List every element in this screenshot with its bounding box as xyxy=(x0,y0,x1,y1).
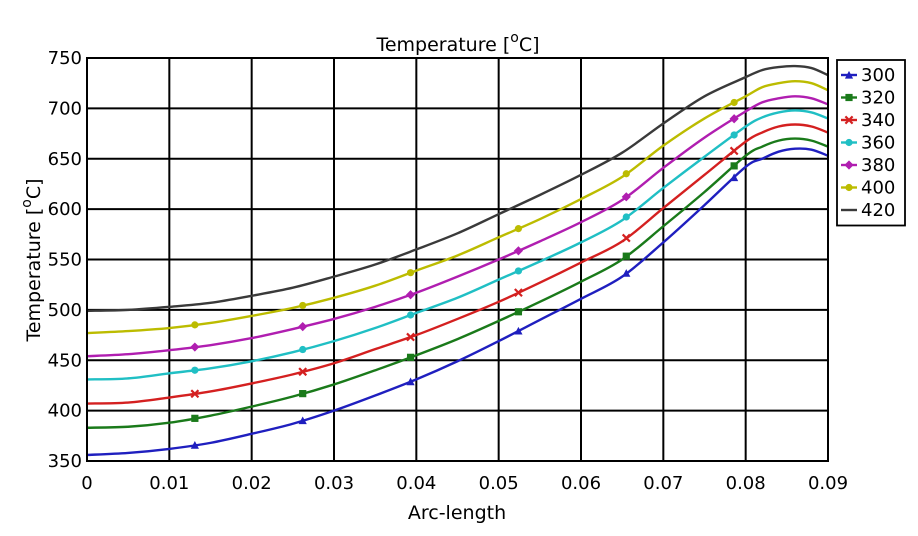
series-marker-360 xyxy=(191,366,199,374)
series-marker-320 xyxy=(299,390,307,398)
x-tick-label: 0.08 xyxy=(726,473,766,494)
series-marker-300 xyxy=(622,269,631,277)
y-tick-label: 700 xyxy=(48,98,82,119)
legend-marker-340 xyxy=(844,115,854,125)
series-line-300 xyxy=(86,147,829,457)
series-marker-380 xyxy=(405,290,416,300)
series-marker-340 xyxy=(621,233,631,243)
plot-border xyxy=(86,57,829,462)
series-line-320 xyxy=(86,137,829,429)
series-group xyxy=(86,64,829,457)
series-marker-380 xyxy=(190,342,200,352)
legend-label-300: 300 xyxy=(861,65,895,86)
series-marker-400 xyxy=(406,269,415,277)
legend-marker-360 xyxy=(845,138,853,147)
series-marker-360 xyxy=(514,267,523,275)
series-marker-300 xyxy=(406,377,415,386)
chart-title-end: C] xyxy=(519,34,540,56)
legend-marker-320 xyxy=(845,93,853,102)
series-marker-320 xyxy=(730,162,738,170)
grid xyxy=(87,58,828,461)
x-tick-label: 0.09 xyxy=(808,473,848,494)
x-tick-label: 0.04 xyxy=(396,473,436,494)
legend-marker-400 xyxy=(845,183,853,192)
y-tick-label: 600 xyxy=(48,199,82,220)
x-tick-label: 0.03 xyxy=(314,473,354,494)
legend-label-380: 380 xyxy=(861,155,895,176)
series-marker-340 xyxy=(190,389,200,399)
legend-marker-300 xyxy=(844,70,854,79)
y-axis-title: Temperature [oC] xyxy=(19,178,45,342)
series-marker-300 xyxy=(298,416,307,425)
y-tick-label: 550 xyxy=(48,250,82,271)
series-line-380 xyxy=(86,95,829,358)
legend-label-400: 400 xyxy=(861,178,895,199)
y-tick-label: 750 xyxy=(48,48,82,69)
series-marker-380 xyxy=(513,246,524,256)
series-marker-300 xyxy=(190,441,199,449)
legend-marker-380 xyxy=(844,160,854,170)
series-marker-300 xyxy=(730,173,739,182)
legend-label-360: 360 xyxy=(861,133,895,154)
x-tick-label: 0.06 xyxy=(561,473,601,494)
series-marker-380 xyxy=(621,192,631,202)
legend-label-320: 320 xyxy=(861,88,895,109)
x-tick-label: 0 xyxy=(81,473,92,494)
x-tick-label: 0.07 xyxy=(643,473,683,494)
y-tick-label: 350 xyxy=(48,451,82,472)
series-marker-360 xyxy=(730,131,738,139)
series-line-400 xyxy=(86,79,829,335)
series-marker-320 xyxy=(191,414,199,422)
series-marker-320 xyxy=(622,252,630,260)
y-tick-label: 450 xyxy=(48,350,82,371)
series-marker-380 xyxy=(298,321,308,332)
y-tick-label: 500 xyxy=(48,300,82,321)
chart-title: Temperature [oC] xyxy=(375,30,539,56)
tick-labels: 0 0.01 0.02 0.03 0.04 0.05 0.06 0.07 0.08 0.09 350… xyxy=(48,48,848,494)
series-marker-340 xyxy=(514,288,523,298)
series-marker-400 xyxy=(299,301,307,310)
series-marker-400 xyxy=(514,225,523,233)
x-tick-label: 0.05 xyxy=(479,473,519,494)
series-marker-380 xyxy=(729,114,739,124)
x-tick-label: 0.02 xyxy=(232,473,272,494)
series-marker-400 xyxy=(730,98,738,107)
legend-label-420: 420 xyxy=(861,200,895,221)
x-tick-label: 0.01 xyxy=(149,473,189,494)
series-marker-340 xyxy=(729,146,739,156)
series-marker-340 xyxy=(298,367,308,377)
y-axis-title-end: C] xyxy=(23,178,45,199)
series-marker-360 xyxy=(622,213,630,221)
x-axis-title: Arc-length xyxy=(408,502,506,524)
series-marker-340 xyxy=(406,332,415,342)
chart-title-main: Temperature [ xyxy=(375,34,510,56)
series-marker-300 xyxy=(514,326,523,335)
y-axis-title-sup: o xyxy=(19,199,35,208)
y-tick-label: 400 xyxy=(48,401,82,422)
series-marker-360 xyxy=(299,345,307,354)
series-marker-320 xyxy=(406,353,415,361)
y-tick-label: 650 xyxy=(48,149,82,170)
series-marker-320 xyxy=(514,308,523,316)
y-axis-title-main: Temperature [ xyxy=(23,208,45,343)
series-line-420 xyxy=(86,64,829,313)
series-marker-400 xyxy=(191,321,199,329)
chart-title-sup: o xyxy=(510,30,519,46)
series-marker-360 xyxy=(406,311,415,319)
series-marker-400 xyxy=(622,170,630,178)
legend-label-340: 340 xyxy=(861,110,895,131)
